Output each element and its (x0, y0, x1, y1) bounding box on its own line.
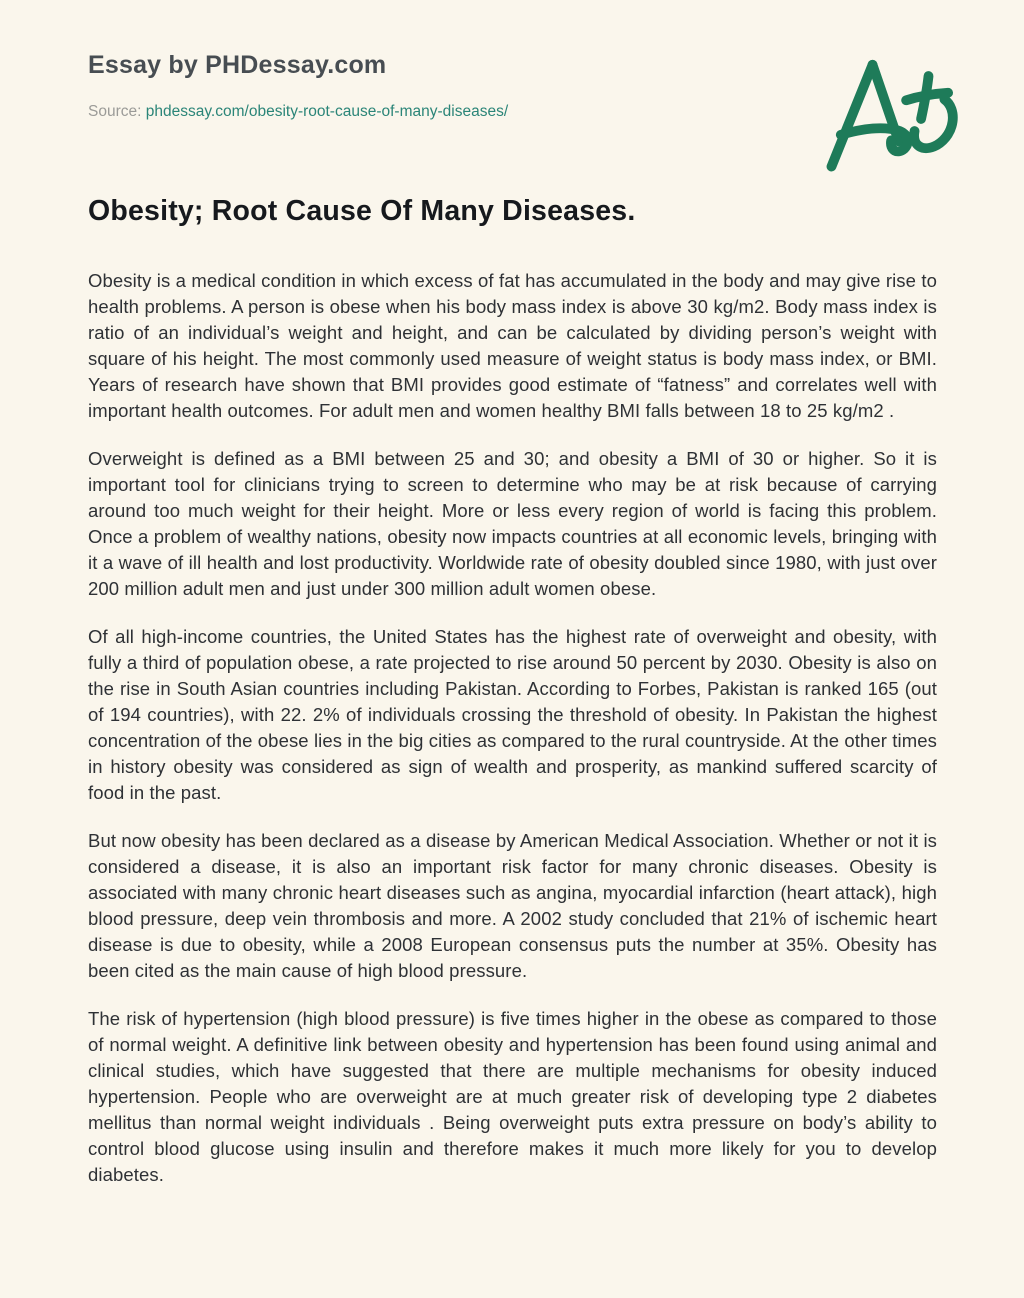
essay-paragraph-2: Overweight is defined as a BMI between 2… (88, 448, 937, 599)
source-line: Source: phdessay.com/obesity-root-cause-… (88, 102, 937, 121)
essay-paragraph-5: The risk of hypertension (high blood pre… (88, 1008, 937, 1185)
essay-paragraph-1: Obesity is a medical condition in which … (88, 270, 937, 421)
page-header: Essay by PHDessay.com Source: phdessay.c… (88, 0, 937, 121)
essay-body: Obesity; Root Cause Of Many Diseases. Ob… (88, 194, 937, 1188)
page-clip-region: Essay by PHDessay.com Source: phdessay.c… (88, 0, 937, 1188)
source-label: Source: (88, 103, 142, 120)
essay-paragraph-3: Of all high-income countries, the United… (88, 626, 937, 803)
page-title: Essay by PHDessay.com (88, 51, 387, 79)
essay-title: Obesity; Root Cause Of Many Diseases. (88, 195, 636, 227)
source-link[interactable]: phdessay.com/obesity-root-cause-of-many-… (145, 103, 509, 120)
essay-paragraph-4: But now obesity has been declared as a d… (88, 830, 937, 981)
page-content: Essay by PHDessay.com Source: phdessay.c… (88, 0, 937, 1188)
a-plus-logo-icon (826, 59, 958, 172)
